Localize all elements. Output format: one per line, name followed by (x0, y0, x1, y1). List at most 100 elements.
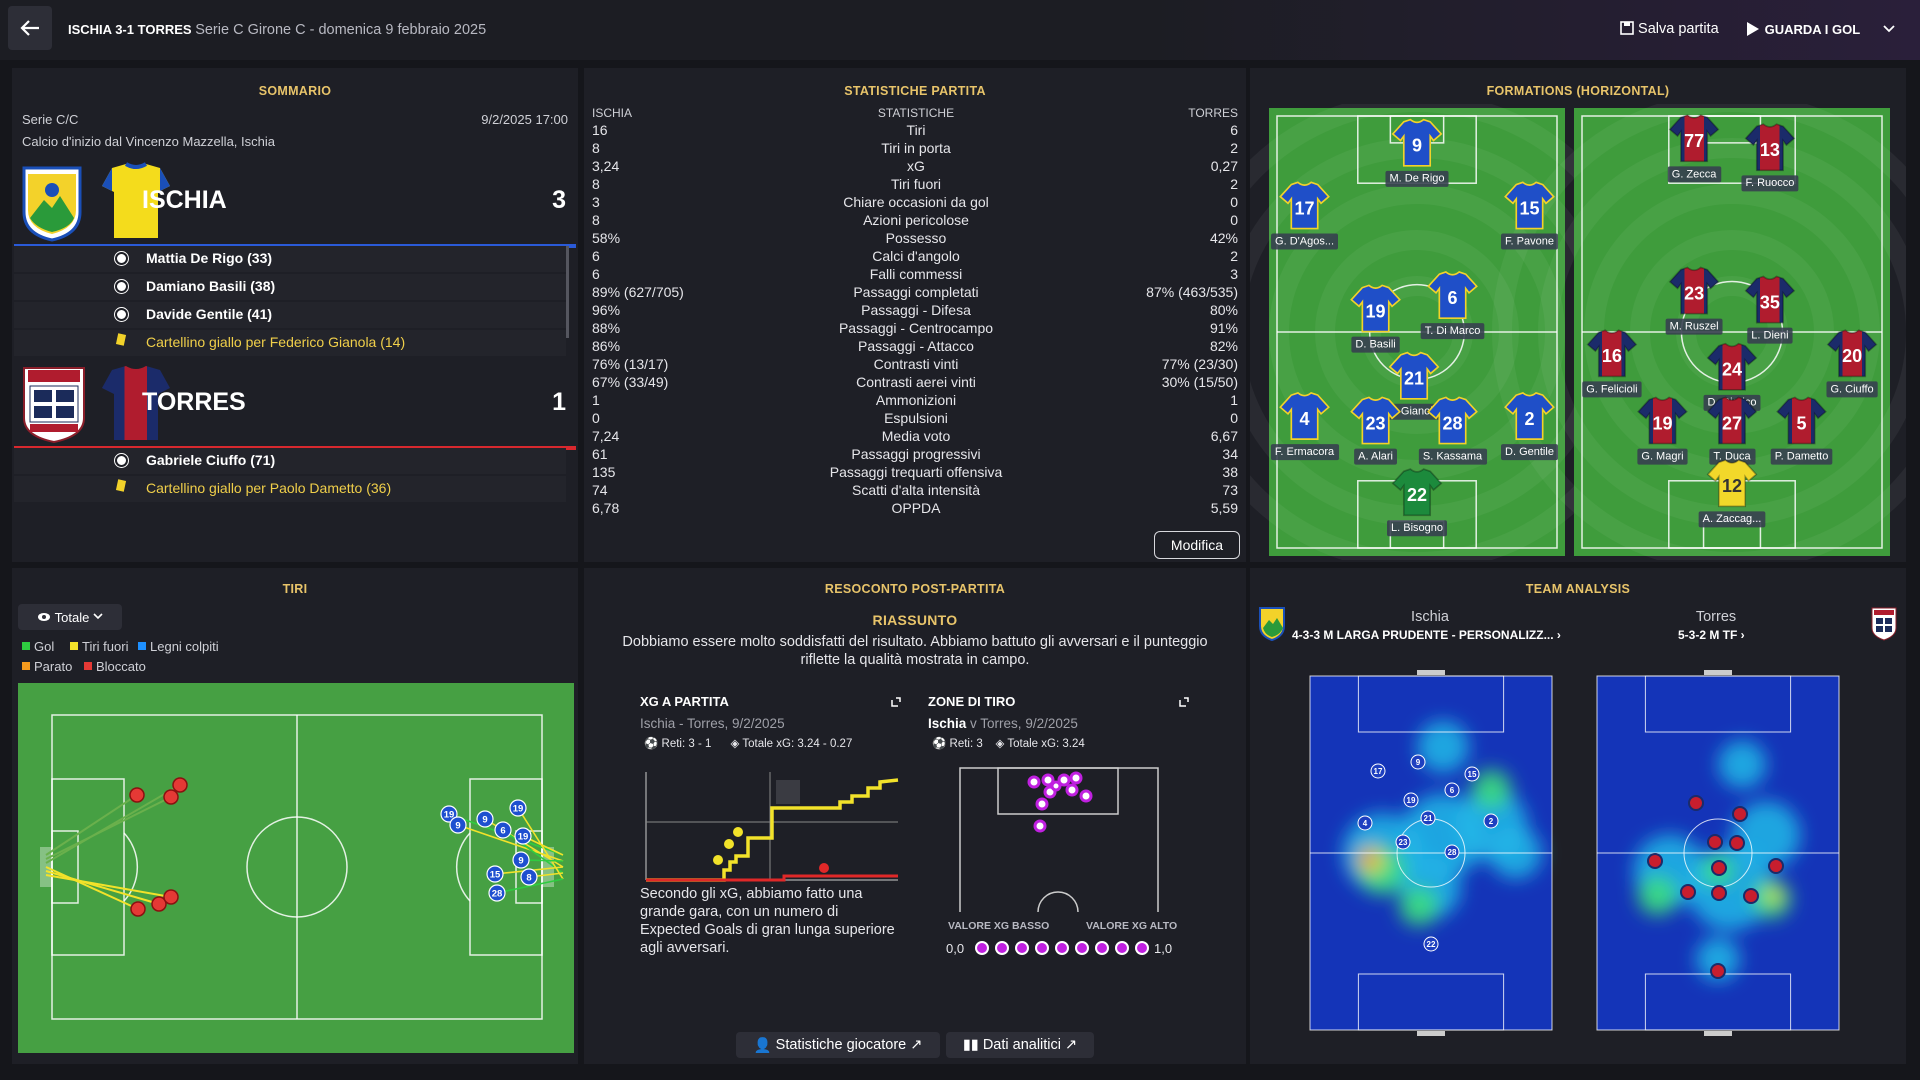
report-subtitle: RIASSUNTO (872, 612, 958, 628)
event-text: Mattia De Rigo (33) (146, 250, 273, 266)
card-subtitle: Ischia - Torres, 9/2/2025 (640, 716, 785, 731)
shirt (1637, 396, 1688, 445)
stat-away: 80% (1209, 302, 1238, 318)
player-name: G. Felicioli (1586, 383, 1637, 395)
panel-title: STATISTICHE PARTITA (844, 84, 986, 98)
score: 3-1 (115, 22, 134, 37)
pitch-stripe (1315, 230, 1519, 434)
shirt-number: 9 (1412, 136, 1422, 156)
chevron[interactable] (1882, 24, 1896, 34)
player-name: G. Magri (1641, 451, 1683, 463)
stat-home: 89% (627/705) (592, 284, 684, 300)
save-button[interactable]: Salva partita (1620, 21, 1719, 37)
heat-blob (1637, 875, 1678, 916)
shirt-number: 2 (1524, 409, 1534, 429)
stat-away: 87% (463/535) (1146, 284, 1238, 300)
formation-pitches: 9 M. De Rigo 17 G. D'Agos... 15 F. Pavone 19 D.… (1250, 104, 1906, 560)
player-stats-button[interactable]: 👤 Statistiche giocatore ↗ (736, 1032, 940, 1058)
stat-away: 3 (1230, 266, 1238, 282)
shot-line (502, 829, 564, 874)
stat-label: Calci d'angolo (872, 248, 960, 264)
expand-icon[interactable] (890, 696, 902, 708)
shot-marker (488, 884, 506, 902)
pitch-stripe (1269, 184, 1565, 480)
marker-number: 2 (1489, 817, 1494, 826)
marker-number: 6 (1450, 786, 1455, 795)
heat-blob (1718, 740, 1767, 789)
watch-button[interactable]: GUARDA I GOL (1745, 21, 1860, 37)
home-name: ISCHIA (68, 22, 112, 37)
shirt (1427, 271, 1478, 319)
panel-title: TIRI (282, 582, 308, 596)
goals: Reti: 3 - 1 (661, 738, 712, 750)
shirt (1706, 342, 1758, 391)
player-marker (1444, 844, 1460, 860)
stat-label: Passaggi trequarti offensiva (829, 464, 1003, 480)
player: 17 G. D'Agos... (1271, 181, 1338, 250)
shirt (1350, 284, 1401, 333)
expand-icon[interactable] (1178, 696, 1190, 708)
card-subtitle: Ischia v Torres, 9/2/2025 (928, 716, 1078, 731)
stat-label: Passaggi - Centrocampo (838, 320, 994, 336)
shirt-number: 28 (1443, 413, 1463, 433)
shot-marker (509, 799, 527, 817)
stat-label: Espulsioni (884, 410, 948, 426)
player-name: G. Ciuffo (1830, 383, 1873, 395)
shot-number: 19 (513, 804, 524, 815)
player-name: A. Zaccag... (1703, 513, 1762, 525)
event-row (14, 302, 566, 328)
shirt-number: 4 (1300, 409, 1310, 429)
player-marker (1710, 963, 1726, 979)
shot-marker (130, 901, 146, 917)
player: 4 F. Ermacora (1270, 391, 1340, 461)
stat-label: Possesso (885, 230, 947, 246)
shirt-number: 6 (1448, 288, 1458, 308)
stat-away: 2 (1230, 176, 1238, 192)
stat-away: 42% (1209, 230, 1238, 246)
stat-away: 77% (23/30) (1161, 356, 1238, 372)
player-marker (1688, 795, 1704, 811)
shirt (1504, 181, 1555, 230)
stat-label: Passaggi - Difesa (861, 302, 971, 318)
player: 15 F. Pavone (1501, 181, 1558, 250)
eye-icon (38, 613, 51, 621)
home-crest (1259, 607, 1285, 642)
name-box (1351, 336, 1400, 353)
shot-line (457, 824, 564, 862)
stat-away: 0 (1230, 410, 1238, 426)
legend-label: Parato (34, 659, 73, 674)
player: 22 L. Bisogno (1387, 468, 1447, 537)
analytics-button[interactable]: ▮▮ Dati analitici ↗ (946, 1032, 1094, 1058)
filter-dropdown[interactable]: Totale (18, 604, 122, 630)
panel-title: TEAM ANALYSIS (1525, 582, 1631, 596)
goal (1417, 1031, 1445, 1036)
away-formation[interactable]: 5-3-2 M TF › (1678, 628, 1745, 642)
stat-label: Passaggi - Attacco (858, 338, 974, 354)
event-row (14, 246, 566, 272)
shirt (1744, 123, 1796, 172)
stat-home: 96% (592, 302, 621, 318)
player-marker (1768, 858, 1784, 874)
watch-label: GUARDA I GOL (1764, 22, 1861, 37)
datetime: 9/2/2025 17:00 (481, 112, 568, 127)
player-name: M. Ruszel (1670, 321, 1719, 333)
header: ISCHIA 3-1 TORRES Serie C Girone C - dom… (0, 0, 1920, 60)
stat-home: 6 (592, 266, 600, 282)
event-text: Damiano Basili (38) (146, 278, 276, 294)
scrollbar (566, 246, 569, 338)
home-formation[interactable]: 4-3-3 M LARGA PRUDENTE - PERSONALIZZ... … (1292, 628, 1561, 642)
stat-away: 2 (1230, 248, 1238, 264)
back-button[interactable] (8, 6, 52, 50)
player: 35 L. Dieni (1744, 275, 1796, 344)
event-text: Cartellino giallo per Federico Gianola (… (146, 334, 406, 350)
player-marker (1680, 884, 1696, 900)
shirt (1279, 391, 1330, 440)
pitch-line (123, 832, 139, 902)
summary-panel: SOMMARIO Serie C/C 9/2/2025 17:00 Calcio… (12, 68, 578, 562)
player-name: L. Dieni (1751, 330, 1788, 342)
shot-line (45, 796, 172, 860)
player-marker (1444, 782, 1460, 798)
goal-icon (115, 308, 128, 321)
marker-number: 9 (1416, 758, 1421, 767)
edit-button[interactable]: Modifica (1154, 531, 1240, 559)
